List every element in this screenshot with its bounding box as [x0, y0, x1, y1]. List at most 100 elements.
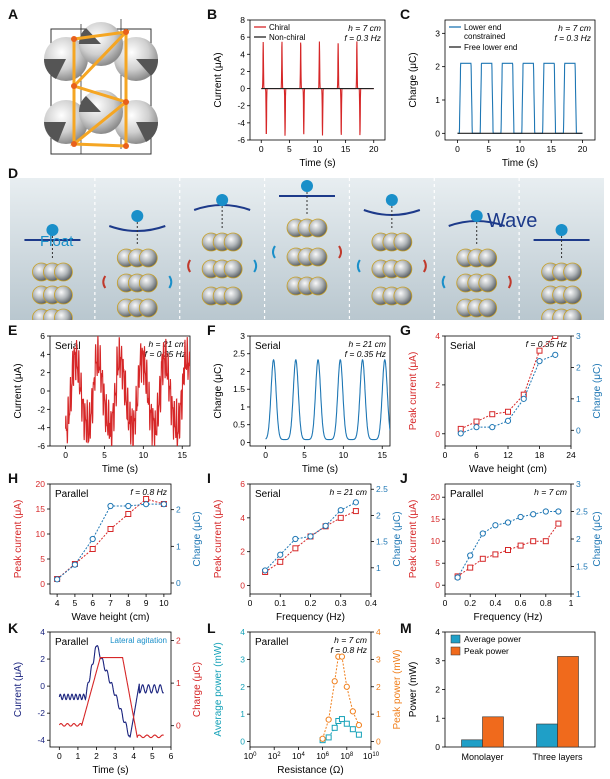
y-tick-label: 2 [435, 685, 440, 695]
chart-annotation: f = 0.3 Hz [344, 33, 381, 43]
data-point [319, 735, 326, 742]
data-point [338, 716, 345, 723]
panel-label-j: J [400, 470, 408, 486]
data-point [54, 576, 61, 583]
x-tick-label: 0 [57, 751, 62, 761]
chart-title: Serial [255, 489, 281, 500]
data-point [89, 535, 96, 543]
y-tick-label: 4 [40, 349, 45, 359]
plot-frame [49, 631, 172, 748]
y2-tick-label: 2 [576, 362, 581, 372]
x-category-label: Three layers [532, 752, 583, 762]
y-tick-label: 0 [240, 437, 245, 447]
x-tick-label: 6 [90, 598, 95, 608]
x-tick-label: 0.2 [464, 598, 476, 608]
legend-swatch [450, 646, 461, 656]
y2-tick-label: 1.5 [376, 537, 388, 547]
x-tick-exponent: 0 [253, 752, 257, 758]
device-sphere [393, 286, 413, 306]
y2-axis-label: Charge (μC) [192, 662, 203, 717]
data-point [536, 358, 543, 365]
y2-tick-label: 2 [176, 636, 181, 646]
x-tick-label: 10 [139, 450, 149, 460]
y-tick-label: 1 [435, 713, 440, 723]
y-tick-label: 5 [40, 554, 45, 564]
data-point [473, 424, 480, 431]
data-point [325, 716, 332, 723]
x-axis-label: Time (s) [302, 464, 338, 475]
data-point [277, 558, 284, 565]
x-tick-label: 9 [144, 598, 149, 608]
series-line [65, 336, 190, 446]
bar [482, 716, 504, 748]
device-sphere [54, 285, 73, 305]
y-axis-label: Current (μA) [13, 363, 24, 418]
x-tick-label: 7 [108, 598, 113, 608]
x-tick-label: 106 [316, 751, 329, 761]
chart-title: Parallel [450, 489, 483, 500]
data-point [505, 547, 511, 553]
bar [461, 739, 483, 748]
chart-title: Serial [55, 341, 81, 352]
x-category-label: Monolayer [461, 752, 503, 762]
data-point [355, 721, 362, 729]
plot-frame [444, 335, 572, 447]
y-tick-label: 2 [435, 62, 440, 72]
x-tick-label: 24 [566, 450, 576, 460]
y-tick-label: 3 [435, 656, 440, 666]
float-label: Float [40, 233, 74, 250]
y-tick-label: 2 [240, 547, 245, 557]
data-point [530, 538, 537, 545]
device-sphere [308, 247, 328, 267]
x-tick-label: 0 [263, 450, 268, 460]
buoy-marker [216, 194, 229, 206]
y-tick-label: 0 [240, 737, 245, 747]
data-point [143, 496, 150, 502]
plot-area [65, 336, 190, 446]
x-tick-label: 15 [341, 144, 351, 154]
x-tick-label: 0 [443, 450, 448, 460]
x-tick-exponent: 10 [372, 752, 379, 758]
y-tick-label: 0 [435, 429, 440, 439]
chart-annotation: f = 0.35 Hz [345, 349, 387, 359]
x-tick-label: 4 [55, 598, 60, 608]
plot-area [58, 645, 165, 739]
device-sphere [54, 262, 73, 282]
data-point [352, 499, 359, 506]
device-sphere [308, 276, 328, 296]
motion-arrow [102, 275, 107, 289]
buoy-marker [131, 210, 144, 222]
x-tick-label: 10 [515, 144, 525, 154]
panel-label-f: F [207, 322, 216, 338]
x-tick-label: 15 [377, 450, 387, 460]
y-tick-label: 15 [431, 514, 441, 524]
panel-label-b: B [207, 6, 218, 22]
data-point [343, 720, 350, 727]
y-axis-label: Peak current (μA) [408, 352, 419, 431]
data-point [555, 508, 562, 515]
chart-annotation: h = 7 cm [534, 487, 567, 497]
y-axis-label: Average power (mW) [213, 642, 224, 736]
y-tick-label: -2 [37, 404, 45, 414]
x-tick-label: 0 [63, 450, 68, 460]
panel-label-l: L [207, 620, 216, 636]
bar [536, 723, 558, 748]
y2-tick-label: 1 [176, 541, 181, 551]
y-tick-label: 2 [240, 682, 245, 692]
data-point [530, 511, 537, 518]
y-tick-label: -2 [37, 708, 45, 718]
series-line [58, 657, 164, 739]
data-point [89, 546, 96, 552]
chart-annotation: h = 21 cm [329, 487, 367, 497]
x-tick-label: 1 [569, 598, 574, 608]
y-tick-label: 20 [36, 479, 46, 489]
plot-area [319, 653, 362, 744]
x-tick-label: 20 [578, 144, 588, 154]
data-point [355, 731, 362, 738]
device-sphere [478, 298, 498, 318]
chart-title: Parallel [255, 637, 288, 648]
device-sphere [223, 259, 243, 279]
data-point [71, 561, 79, 568]
motion-arrow [168, 275, 173, 289]
x-tick-label: 1 [76, 751, 81, 761]
